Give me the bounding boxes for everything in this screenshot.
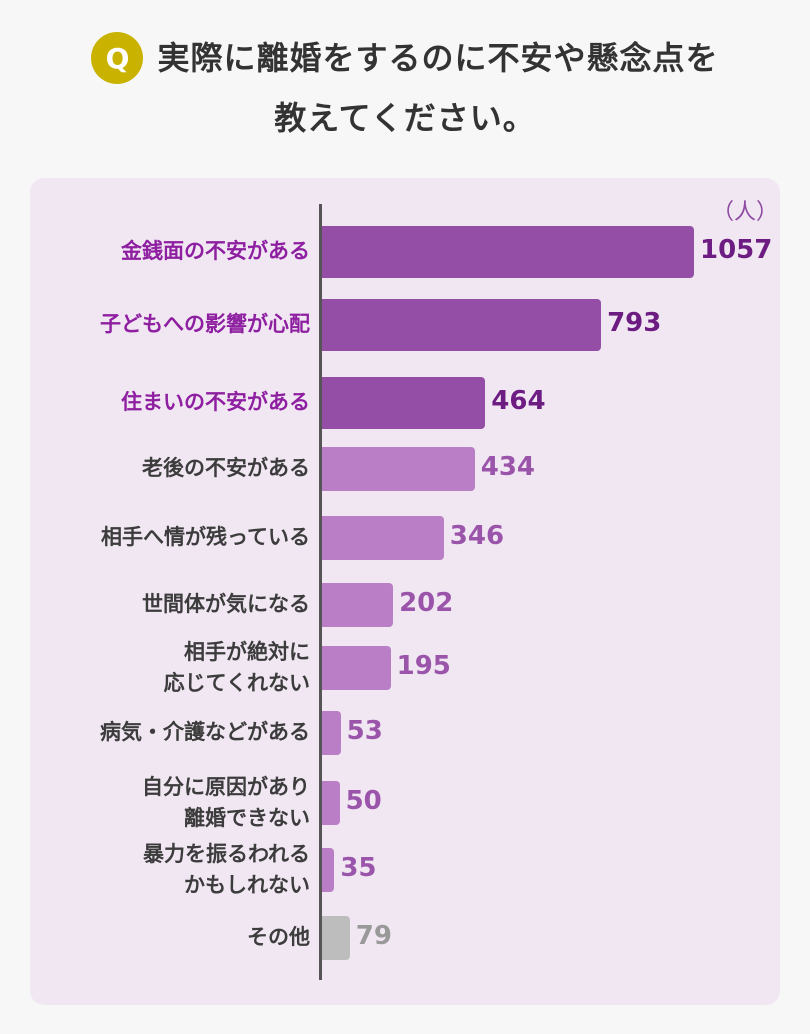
q-badge: Q [91, 32, 144, 84]
bar-11 [322, 916, 350, 960]
value-label-10: 35 [340, 853, 377, 883]
bar-1 [322, 226, 694, 278]
category-label-6: 世間体が気になる [142, 592, 310, 616]
value-label-2: 793 [607, 308, 662, 338]
category-label-9: 自分に原因があり 離婚できない [142, 775, 310, 830]
question-title-line2: 教えてください。 [274, 99, 536, 137]
category-label-1: 金銭面の不安がある [121, 239, 310, 263]
category-label-8: 病気・介護などがある [100, 720, 310, 744]
value-label-11: 79 [355, 921, 392, 951]
bar-4 [322, 447, 475, 491]
bar-2 [322, 299, 602, 351]
value-label-6: 202 [399, 588, 454, 618]
bar-10 [322, 848, 335, 892]
category-label-5: 相手へ情が残っている [101, 525, 310, 549]
bar-7 [322, 646, 391, 690]
value-label-9: 50 [345, 786, 382, 816]
question-header: Q 実際に離婚をするのに不安や懸念点を 教えてください。 [0, 32, 810, 144]
category-label-7: 相手が絶対に 応じてくれない [163, 640, 310, 695]
y-axis-line [319, 204, 322, 980]
category-label-10: 暴力を振るわれる かもしれない [143, 842, 310, 897]
bar-3 [322, 377, 486, 429]
unit-label: （人） [712, 200, 779, 225]
category-label-2: 子どもへの影響が心配 [100, 312, 310, 336]
value-label-5: 346 [449, 521, 505, 551]
bar-6 [322, 583, 394, 627]
category-label-3: 住まいの不安がある [121, 390, 310, 414]
bar-8 [322, 711, 341, 755]
category-label-11: その他 [247, 925, 310, 949]
category-label-4: 老後の不安がある [142, 456, 310, 480]
value-label-8: 53 [346, 716, 383, 746]
value-label-4: 434 [480, 452, 536, 482]
bar-5 [322, 516, 444, 560]
value-label-7: 195 [396, 651, 451, 681]
value-label-3: 464 [491, 386, 546, 416]
value-label-1: 1057 [700, 235, 773, 265]
bar-9 [322, 781, 340, 825]
question-title-line1: 実際に離婚をするのに不安や懸念点を [157, 39, 719, 77]
